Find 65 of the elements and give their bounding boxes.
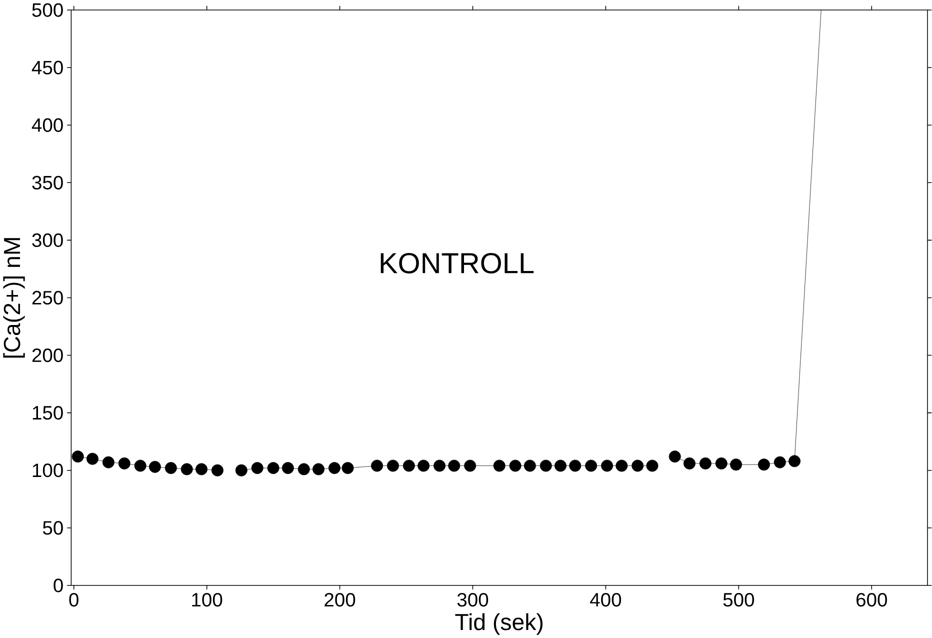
annotation: KONTROLL bbox=[380, 252, 534, 274]
point bbox=[211, 464, 224, 476]
x-tick-label: 500 bbox=[723, 592, 754, 607]
x-tick-label: 0 bbox=[69, 592, 78, 607]
y-tick-label: 0 bbox=[54, 578, 63, 592]
point bbox=[298, 463, 310, 476]
point bbox=[328, 462, 340, 474]
point bbox=[632, 460, 644, 472]
point bbox=[646, 460, 658, 472]
point bbox=[148, 460, 161, 473]
point bbox=[118, 457, 130, 470]
point bbox=[371, 460, 383, 472]
point bbox=[86, 452, 98, 465]
point bbox=[774, 456, 786, 468]
point bbox=[251, 462, 264, 474]
point bbox=[715, 457, 728, 470]
point bbox=[434, 460, 446, 472]
x-tick-label: 600 bbox=[856, 592, 887, 607]
point bbox=[134, 460, 146, 472]
y-tick-label: 350 bbox=[32, 176, 63, 190]
point bbox=[730, 458, 742, 471]
x-axis-title: Tid (sek) bbox=[455, 613, 543, 635]
point bbox=[196, 463, 208, 476]
point bbox=[267, 462, 280, 474]
point bbox=[342, 462, 354, 474]
point bbox=[509, 460, 522, 472]
point bbox=[788, 455, 801, 468]
y-tick-label: 200 bbox=[32, 348, 63, 362]
y-tick-label: 150 bbox=[32, 406, 63, 420]
point bbox=[312, 463, 324, 476]
point bbox=[102, 456, 114, 468]
x-tick-label: 300 bbox=[457, 592, 488, 607]
y-tick-label: 500 bbox=[32, 3, 63, 17]
point bbox=[569, 460, 582, 472]
y-tick-label: 450 bbox=[32, 60, 63, 74]
point bbox=[493, 460, 506, 472]
y-tick-label: 100 bbox=[32, 464, 63, 478]
point bbox=[72, 450, 84, 463]
point bbox=[601, 460, 614, 472]
point bbox=[668, 450, 681, 463]
point bbox=[524, 460, 536, 472]
x-tick-label: 100 bbox=[192, 592, 222, 607]
point bbox=[402, 460, 415, 472]
y-tick-label: 50 bbox=[42, 521, 63, 535]
point bbox=[540, 460, 552, 472]
point bbox=[418, 460, 430, 472]
point bbox=[164, 462, 177, 474]
y-tick-label: 250 bbox=[32, 290, 63, 305]
y-tick-label: 400 bbox=[32, 118, 63, 132]
point bbox=[684, 457, 696, 470]
y-axis-title: [Ca(2+)] nM bbox=[3, 238, 25, 358]
point bbox=[180, 463, 193, 476]
point bbox=[616, 460, 628, 472]
point bbox=[699, 457, 712, 470]
point bbox=[758, 458, 770, 471]
point bbox=[235, 464, 248, 476]
point bbox=[386, 460, 399, 472]
point bbox=[585, 460, 598, 472]
point bbox=[554, 460, 566, 472]
y-tick-label: 300 bbox=[32, 233, 63, 248]
point bbox=[282, 462, 294, 474]
point bbox=[464, 460, 476, 472]
point bbox=[448, 460, 460, 472]
x-tick-label: 200 bbox=[324, 592, 356, 607]
x-tick-label: 400 bbox=[590, 592, 622, 607]
